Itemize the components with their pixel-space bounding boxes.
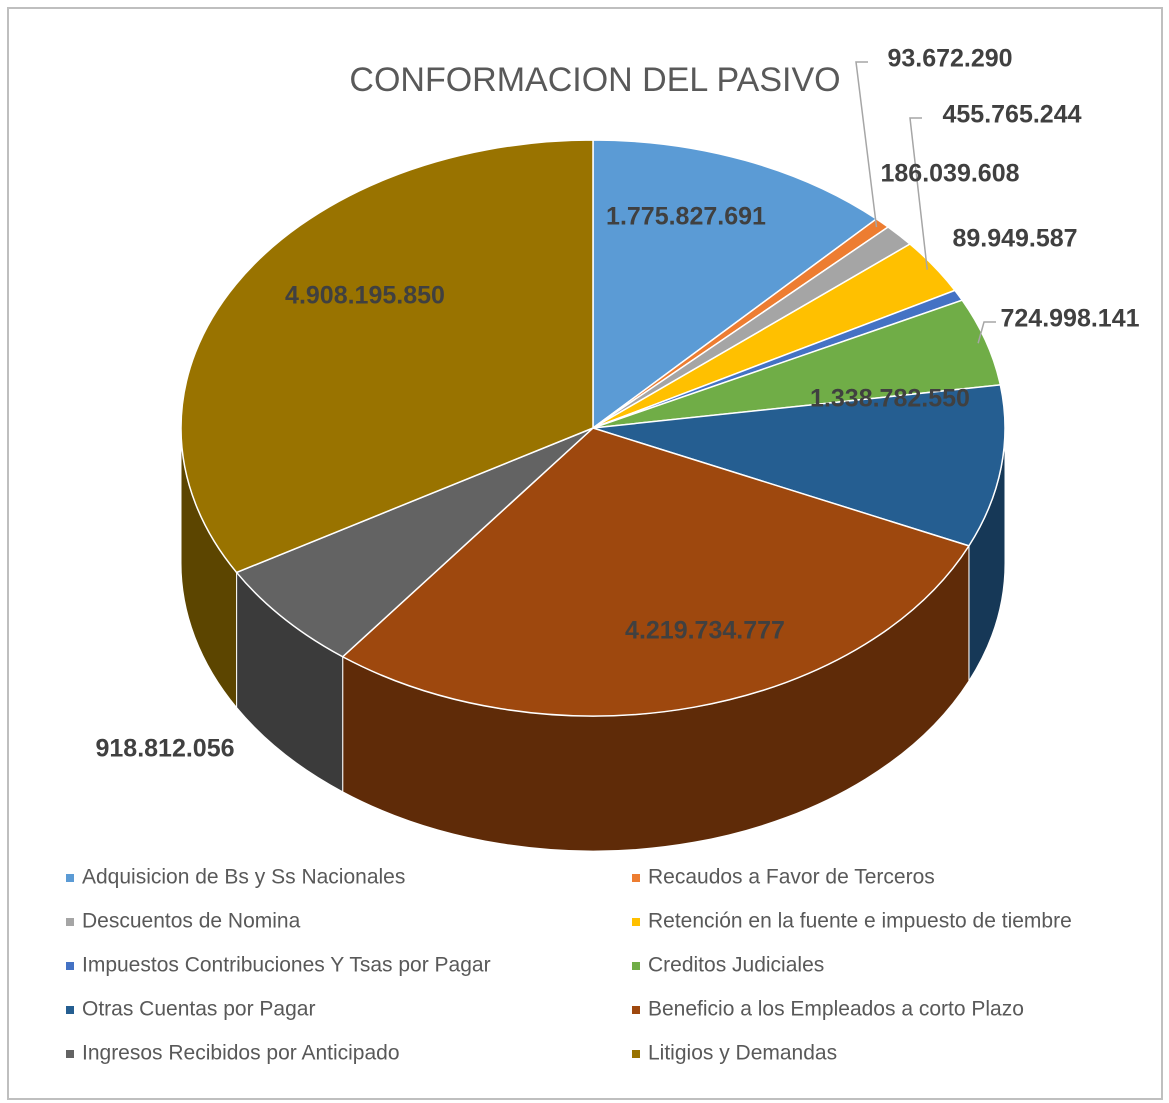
data-label: 93.672.290 bbox=[887, 45, 1012, 73]
legend-swatch bbox=[66, 918, 74, 926]
legend-label: Creditos Judiciales bbox=[648, 954, 824, 977]
data-label: 724.998.141 bbox=[1000, 305, 1139, 333]
legend-label: Adquisicion de Bs y Ss Nacionales bbox=[82, 866, 405, 889]
legend-swatch bbox=[632, 874, 640, 882]
data-label: 455.765.244 bbox=[942, 101, 1081, 129]
data-label: 4.908.195.850 bbox=[285, 282, 445, 310]
data-label: 1.775.827.691 bbox=[606, 203, 766, 231]
data-label: 186.039.608 bbox=[880, 160, 1019, 188]
legend-swatch bbox=[632, 1006, 640, 1014]
legend-swatch bbox=[66, 1006, 74, 1014]
legend-label: Ingresos Recibidos por Anticipado bbox=[82, 1042, 400, 1065]
legend-label: Descuentos de Nomina bbox=[82, 910, 301, 933]
slice bbox=[592, 139, 878, 430]
leader-line bbox=[855, 61, 878, 228]
leader-line bbox=[977, 321, 996, 344]
legend-label: Retención en la fuente e impuesto de tie… bbox=[648, 910, 1072, 933]
legend-label: Beneficio a los Empleados a corto Plazo bbox=[648, 998, 1024, 1021]
slice bbox=[235, 427, 594, 658]
legend-swatch bbox=[632, 918, 640, 926]
slice bbox=[180, 139, 594, 574]
data-label: 1.338.782.550 bbox=[810, 385, 970, 413]
slice bbox=[341, 427, 971, 717]
legend-swatch bbox=[632, 962, 640, 970]
legend-label: Otras Cuentas por Pagar bbox=[82, 998, 315, 1021]
slice bbox=[592, 384, 1006, 547]
leader-line bbox=[909, 117, 928, 270]
data-label: 89.949.587 bbox=[952, 225, 1077, 253]
data-label: 918.812.056 bbox=[95, 735, 234, 763]
legend-swatch bbox=[66, 1050, 74, 1058]
legend-label: Impuestos Contribuciones Y Tsas por Paga… bbox=[82, 954, 491, 977]
data-label: 4.219.734.777 bbox=[625, 617, 785, 645]
legend-swatch bbox=[66, 874, 74, 882]
legend-label: Recaudos a Favor de Terceros bbox=[648, 866, 935, 889]
chart-title: CONFORMACION DEL PASIVO bbox=[349, 61, 840, 99]
legend-swatch bbox=[66, 962, 74, 970]
legend-swatch bbox=[632, 1050, 640, 1058]
legend-label: Litigios y Demandas bbox=[648, 1042, 837, 1065]
